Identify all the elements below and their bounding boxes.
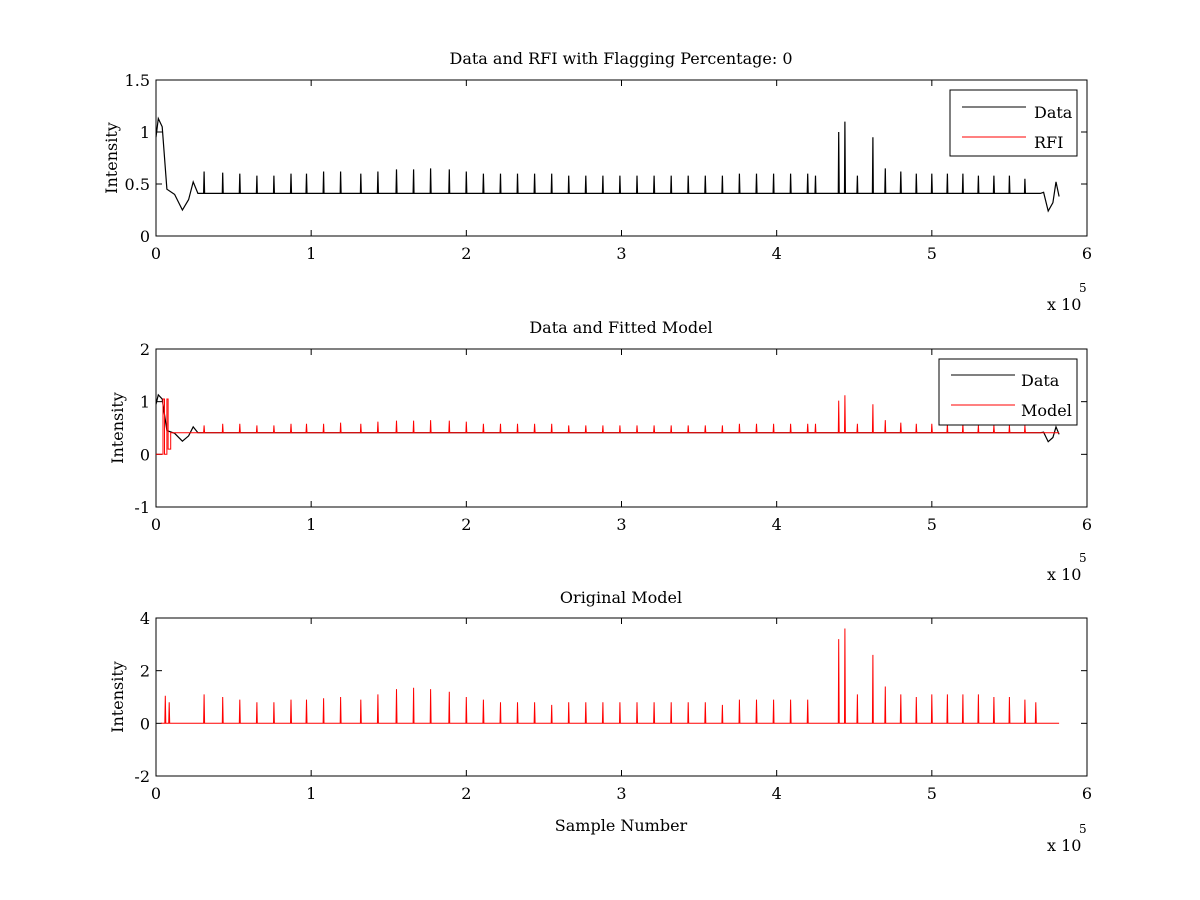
legend-model-label: Model [1021, 401, 1072, 420]
x-tick-label: 5 [927, 244, 937, 263]
x-tick-label: 4 [772, 515, 782, 534]
x-tick-label: 5 [927, 784, 937, 803]
subplot-1-ylabel: Intensity [102, 122, 121, 194]
subplot-1-ticks: 0 1 2 3 4 5 6 0 0.5 1 1.5 [125, 71, 1093, 263]
subplot-1-x-exponent: 5 [1079, 281, 1087, 295]
subplot-3-model-line [160, 628, 1060, 724]
legend-data-label: Data [1034, 103, 1073, 122]
subplot-2-legend: Data Model [938, 358, 1078, 426]
subplot-2-x-exponent: 5 [1079, 551, 1087, 565]
x-tick-label: 6 [1082, 784, 1092, 803]
legend-rfi-label: RFI [1034, 133, 1063, 152]
y-tick-label: 1 [140, 393, 150, 412]
subplot-1-x-multiplier: x 10 [1047, 295, 1081, 314]
x-tick-label: 0 [151, 784, 161, 803]
x-tick-label: 1 [306, 784, 316, 803]
y-tick-label: 4 [140, 609, 150, 628]
subplot-1-lines [155, 116, 1060, 213]
subplot-3-x-exponent: 5 [1079, 822, 1087, 836]
subplot-1-title: Data and RFI with Flagging Percentage: 0 [449, 49, 792, 68]
subplot-3-ylabel: Intensity [108, 661, 127, 733]
subplot-2-ylabel: Intensity [108, 392, 127, 464]
subplot-1: Data and RFI with Flagging Percentage: 0… [102, 49, 1092, 314]
y-tick-label: 1 [140, 123, 150, 142]
x-tick-label: 3 [616, 515, 626, 534]
legend-data-label: Data [1021, 371, 1060, 390]
y-tick-label: -1 [134, 498, 150, 517]
x-tick-label: 5 [927, 515, 937, 534]
x-tick-label: 3 [616, 244, 626, 263]
subplot-2: Data and Fitted Model Intensity 0 1 2 3 4 5 6 -… [108, 318, 1092, 584]
subplot-3-xlabel: Sample Number [555, 816, 688, 835]
x-tick-label: 3 [616, 784, 626, 803]
subplot-2-lines [155, 393, 1060, 455]
subplot-1-legend: Data RFI [949, 89, 1078, 157]
subplot-1-data-line [155, 116, 1060, 213]
y-tick-label: 2 [140, 662, 150, 681]
y-tick-label: 2 [140, 340, 150, 359]
subplot-2-x-multiplier: x 10 [1047, 565, 1081, 584]
legend-box [949, 89, 1078, 157]
x-tick-label: 2 [461, 784, 471, 803]
legend-box [938, 358, 1078, 426]
y-tick-label: 0 [140, 227, 150, 246]
x-tick-label: 0 [151, 244, 161, 263]
x-tick-label: 1 [306, 244, 316, 263]
x-tick-label: 4 [772, 784, 782, 803]
x-tick-label: 1 [306, 515, 316, 534]
y-tick-label: 0 [140, 445, 150, 464]
subplot-3-lines [160, 628, 1060, 724]
x-tick-label: 0 [151, 515, 161, 534]
y-tick-label: 1.5 [125, 71, 150, 90]
x-tick-label: 2 [461, 515, 471, 534]
subplot-3-x-multiplier: x 10 [1047, 836, 1081, 855]
y-tick-label: -2 [134, 767, 150, 786]
subplot-2-model-line [156, 395, 1060, 455]
x-tick-label: 6 [1082, 515, 1092, 534]
subplot-2-title: Data and Fitted Model [529, 318, 712, 337]
x-tick-label: 4 [772, 244, 782, 263]
subplot-3-title: Original Model [560, 588, 682, 607]
x-tick-label: 6 [1082, 244, 1092, 263]
y-tick-label: 0 [140, 714, 150, 733]
x-tick-label: 2 [461, 244, 471, 263]
subplot-2-data-line [155, 393, 1060, 443]
y-tick-label: 0.5 [125, 175, 150, 194]
